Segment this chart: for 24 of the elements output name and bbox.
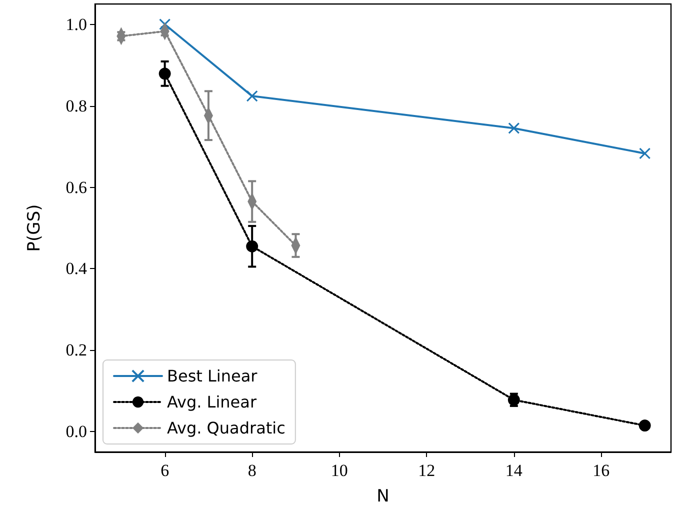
legend-label: Avg. Linear xyxy=(167,392,257,412)
x-tick-label: 14 xyxy=(505,461,523,480)
x-tick-label: 10 xyxy=(330,461,348,480)
legend-label: Best Linear xyxy=(167,366,258,386)
x-tick-label: 12 xyxy=(418,461,436,480)
x-tick-label: 6 xyxy=(160,461,170,480)
y-tick-label: 0.0 xyxy=(66,422,87,442)
point xyxy=(508,122,520,134)
y-tick-label: 0.8 xyxy=(66,96,87,116)
point xyxy=(246,240,258,252)
y-tick-label: 0.2 xyxy=(66,340,87,360)
x-tick-label: 16 xyxy=(592,461,610,480)
point xyxy=(638,420,651,432)
x-axis-title: N xyxy=(376,486,390,506)
y-tick-label: 1.0 xyxy=(66,14,87,34)
point xyxy=(246,90,258,102)
legend-label: Avg. Quadratic xyxy=(167,418,286,438)
y-tick-label: 0.4 xyxy=(66,259,88,278)
point xyxy=(159,18,171,30)
y-tick-label: 0.6 xyxy=(66,178,87,197)
x-tick-label: 8 xyxy=(248,461,256,480)
point xyxy=(639,148,651,160)
y-axis-title: P(GS) xyxy=(24,204,44,252)
point xyxy=(158,68,171,80)
